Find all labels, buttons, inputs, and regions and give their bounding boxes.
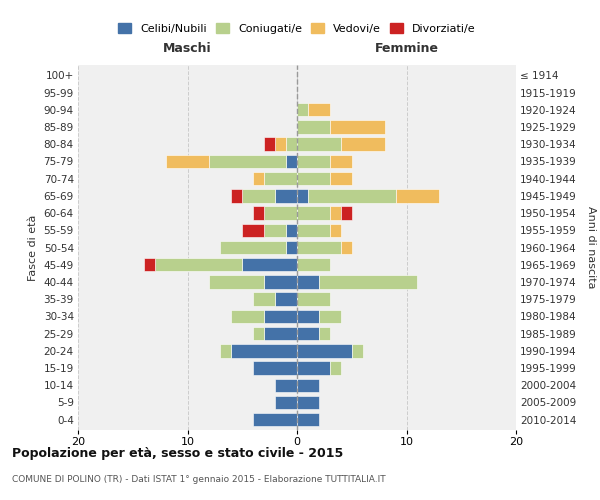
Bar <box>275 138 286 151</box>
Y-axis label: Anni di nascita: Anni di nascita <box>586 206 596 289</box>
Bar <box>297 396 319 409</box>
Bar <box>286 154 297 168</box>
Bar <box>264 275 297 288</box>
Bar <box>232 310 264 323</box>
Bar <box>341 241 352 254</box>
Bar <box>275 396 297 409</box>
Bar <box>253 362 297 374</box>
Bar <box>286 138 297 151</box>
Y-axis label: Fasce di età: Fasce di età <box>28 214 38 280</box>
Bar <box>297 310 319 323</box>
Bar <box>264 138 275 151</box>
Bar <box>286 241 297 254</box>
Bar <box>155 258 242 272</box>
Bar <box>297 241 341 254</box>
Bar <box>297 292 330 306</box>
Bar <box>253 327 264 340</box>
Bar <box>341 206 352 220</box>
Bar <box>253 206 264 220</box>
Bar <box>297 120 330 134</box>
Bar <box>297 206 330 220</box>
Bar <box>264 172 297 186</box>
Bar <box>297 413 319 426</box>
Legend: Celibi/Nubili, Coniugati/e, Vedovi/e, Divorziati/e: Celibi/Nubili, Coniugati/e, Vedovi/e, Di… <box>115 20 479 37</box>
Bar <box>297 344 352 358</box>
Bar <box>319 327 330 340</box>
Bar <box>297 275 319 288</box>
Bar <box>166 154 209 168</box>
Bar <box>264 310 297 323</box>
Bar <box>242 258 297 272</box>
Bar <box>297 362 330 374</box>
Text: COMUNE DI POLINO (TR) - Dati ISTAT 1° gennaio 2015 - Elaborazione TUTTITALIA.IT: COMUNE DI POLINO (TR) - Dati ISTAT 1° ge… <box>12 476 386 484</box>
Bar <box>330 154 352 168</box>
Bar <box>395 189 439 202</box>
Bar <box>220 344 232 358</box>
Bar <box>352 344 362 358</box>
Bar <box>264 224 286 237</box>
Bar <box>297 103 308 117</box>
Bar <box>232 189 242 202</box>
Bar <box>209 154 286 168</box>
Bar <box>253 172 264 186</box>
Bar <box>297 138 341 151</box>
Bar <box>319 275 418 288</box>
Bar <box>297 224 330 237</box>
Bar <box>264 206 297 220</box>
Bar <box>242 189 275 202</box>
Text: Maschi: Maschi <box>163 42 212 54</box>
Bar <box>297 327 319 340</box>
Bar <box>264 327 297 340</box>
Bar <box>275 292 297 306</box>
Bar <box>253 413 297 426</box>
Bar <box>253 292 275 306</box>
Bar <box>286 224 297 237</box>
Bar <box>308 103 330 117</box>
Bar <box>330 362 341 374</box>
Bar <box>319 310 341 323</box>
Bar <box>297 154 330 168</box>
Bar <box>297 258 330 272</box>
Bar <box>297 172 330 186</box>
Bar <box>275 378 297 392</box>
Bar <box>242 224 264 237</box>
Bar <box>330 206 341 220</box>
Bar <box>209 275 264 288</box>
Bar <box>220 241 286 254</box>
Bar <box>330 172 352 186</box>
Bar <box>275 189 297 202</box>
Text: Femmine: Femmine <box>374 42 439 54</box>
Bar <box>330 224 341 237</box>
Bar <box>308 189 395 202</box>
Bar <box>341 138 385 151</box>
Bar <box>330 120 385 134</box>
Bar <box>297 378 319 392</box>
Bar <box>232 344 297 358</box>
Bar <box>297 189 308 202</box>
Text: Popolazione per età, sesso e stato civile - 2015: Popolazione per età, sesso e stato civil… <box>12 448 343 460</box>
Bar <box>144 258 155 272</box>
